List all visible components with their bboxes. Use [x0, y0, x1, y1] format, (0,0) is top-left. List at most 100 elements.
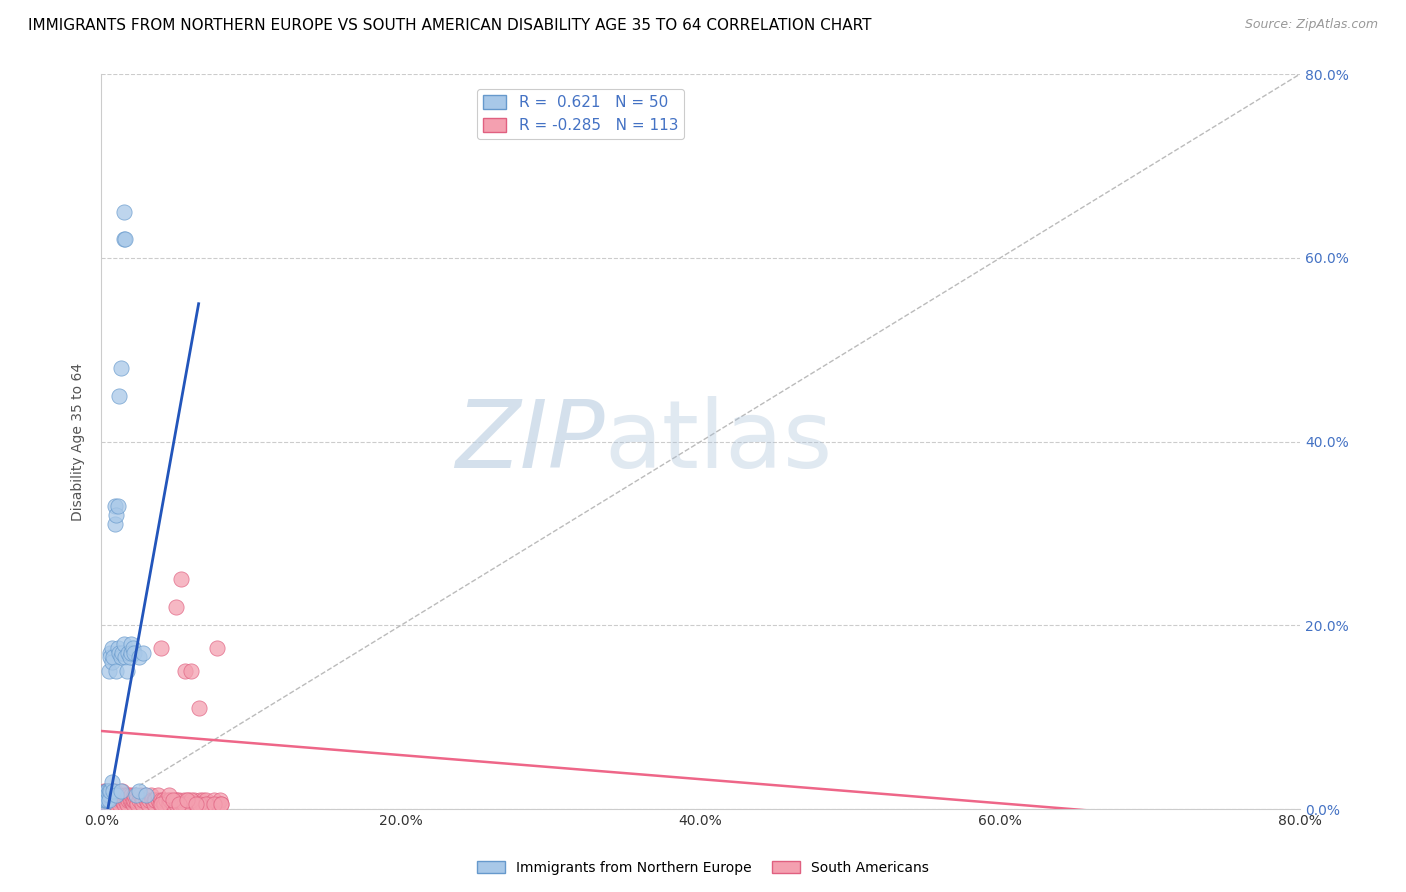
- Point: [98, 646, 121, 660]
- Point: [97, 789, 120, 803]
- Point: [98, 783, 121, 797]
- Point: [117, 646, 139, 660]
- Text: IMMIGRANTS FROM NORTHERN EUROPE VS SOUTH AMERICAN DISABILITY AGE 35 TO 64 CORREL: IMMIGRANTS FROM NORTHERN EUROPE VS SOUTH…: [28, 18, 872, 33]
- Point: [94, 793, 117, 807]
- Point: [112, 204, 135, 219]
- Point: [110, 361, 132, 376]
- Point: [167, 797, 190, 812]
- Point: [93, 797, 115, 812]
- Point: [94, 789, 117, 803]
- Point: [104, 517, 127, 532]
- Point: [105, 789, 128, 803]
- Point: [129, 789, 152, 803]
- Point: [142, 797, 165, 812]
- Point: [149, 797, 172, 812]
- Point: [209, 797, 232, 812]
- Point: [195, 793, 218, 807]
- Point: [128, 783, 150, 797]
- Point: [205, 641, 228, 656]
- Point: [107, 793, 129, 807]
- Point: [96, 797, 118, 812]
- Point: [98, 793, 121, 807]
- Legend: Immigrants from Northern Europe, South Americans: Immigrants from Northern Europe, South A…: [471, 855, 935, 880]
- Text: atlas: atlas: [605, 395, 832, 488]
- Point: [165, 793, 187, 807]
- Point: [100, 793, 122, 807]
- Point: [103, 789, 125, 803]
- Point: [174, 665, 197, 679]
- Point: [110, 783, 132, 797]
- Point: [187, 797, 209, 812]
- Point: [111, 793, 134, 807]
- Point: [132, 646, 155, 660]
- Point: [202, 797, 225, 812]
- Point: [105, 508, 128, 522]
- Point: [112, 797, 135, 812]
- Point: [159, 793, 181, 807]
- Point: [155, 793, 177, 807]
- Point: [107, 641, 129, 656]
- Legend: R =  0.621   N = 50, R = -0.285   N = 113: R = 0.621 N = 50, R = -0.285 N = 113: [477, 89, 685, 139]
- Point: [108, 797, 131, 812]
- Point: [188, 793, 211, 807]
- Point: [105, 797, 128, 812]
- Point: [120, 793, 142, 807]
- Point: [100, 655, 122, 669]
- Point: [128, 650, 150, 665]
- Point: [110, 793, 132, 807]
- Point: [97, 665, 120, 679]
- Point: [112, 793, 135, 807]
- Point: [120, 646, 142, 660]
- Point: [104, 783, 127, 797]
- Point: [165, 793, 187, 807]
- Point: [131, 797, 153, 812]
- Point: [195, 797, 218, 812]
- Point: [167, 793, 190, 807]
- Point: [139, 789, 162, 803]
- Point: [103, 650, 125, 665]
- Point: [117, 793, 139, 807]
- Y-axis label: Disability Age 35 to 64: Disability Age 35 to 64: [72, 362, 86, 521]
- Point: [122, 646, 145, 660]
- Point: [105, 665, 128, 679]
- Point: [96, 789, 118, 803]
- Point: [105, 793, 128, 807]
- Point: [94, 789, 117, 803]
- Point: [146, 789, 169, 803]
- Point: [98, 650, 121, 665]
- Point: [107, 499, 129, 513]
- Point: [169, 573, 191, 587]
- Point: [183, 793, 205, 807]
- Point: [97, 793, 120, 807]
- Point: [103, 783, 125, 797]
- Point: [186, 797, 208, 812]
- Point: [100, 783, 122, 797]
- Point: [165, 599, 187, 614]
- Point: [93, 793, 115, 807]
- Text: ZIP: ZIP: [456, 396, 605, 487]
- Point: [208, 793, 231, 807]
- Point: [96, 789, 118, 803]
- Point: [108, 793, 131, 807]
- Point: [121, 797, 143, 812]
- Point: [180, 797, 202, 812]
- Point: [207, 797, 229, 812]
- Point: [93, 793, 115, 807]
- Point: [150, 797, 173, 812]
- Point: [136, 797, 159, 812]
- Point: [108, 389, 131, 403]
- Point: [157, 793, 180, 807]
- Point: [97, 793, 120, 807]
- Point: [173, 793, 195, 807]
- Point: [135, 789, 157, 803]
- Point: [172, 797, 194, 812]
- Point: [157, 789, 180, 803]
- Point: [115, 793, 138, 807]
- Point: [94, 793, 117, 807]
- Point: [103, 793, 125, 807]
- Point: [153, 797, 176, 812]
- Point: [122, 789, 145, 803]
- Point: [120, 637, 142, 651]
- Point: [122, 793, 145, 807]
- Point: [105, 789, 128, 803]
